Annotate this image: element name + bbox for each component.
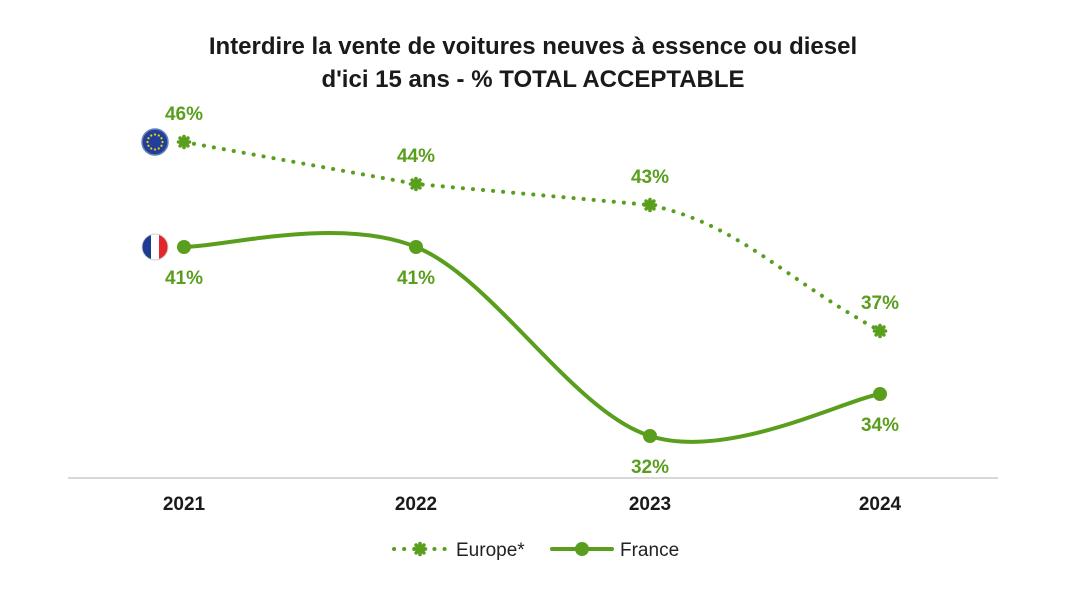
france-flag-icon xyxy=(141,233,169,261)
data-point-france-2022 xyxy=(409,240,423,254)
data-point-france-2021 xyxy=(177,240,191,254)
data-label-europe-2022: 44% xyxy=(397,146,435,167)
legend: Europe* France xyxy=(392,540,679,561)
eu-flag-icon xyxy=(141,128,169,156)
data-point-europe-2021 xyxy=(176,134,192,150)
data-label-europe-2021: 46% xyxy=(165,104,203,125)
data-point-europe-2024 xyxy=(872,323,888,339)
legend-label-france: France xyxy=(620,540,679,561)
x-tick-label-2022: 2022 xyxy=(395,494,437,515)
legend-item-france: France xyxy=(550,540,679,561)
legend-label-europe: Europe* xyxy=(456,540,525,561)
chart-title: Interdire la vente de voitures neuves à … xyxy=(0,30,1066,96)
data-label-france-2022: 41% xyxy=(397,268,435,289)
legend-item-europe: Europe* xyxy=(392,540,525,561)
flags-layer xyxy=(141,128,169,261)
x-tick-label-2023: 2023 xyxy=(629,494,671,515)
legend-marker-france xyxy=(575,542,589,556)
data-label-france-2023: 32% xyxy=(631,457,669,478)
data-label-europe-2024: 37% xyxy=(861,293,899,314)
series-line-europe xyxy=(182,140,882,333)
series-line-france xyxy=(182,231,882,444)
data-point-france-2024 xyxy=(873,387,887,401)
data-point-europe-2022 xyxy=(408,176,424,192)
data-point-europe-2023 xyxy=(642,197,658,213)
x-tick-label-2021: 2021 xyxy=(163,494,206,515)
legend-marker-europe xyxy=(412,541,428,557)
data-label-france-2024: 34% xyxy=(861,415,899,436)
data-label-france-2021: 41% xyxy=(165,268,203,289)
series-layer: 46% 44% 43% 37% 41% 41% 32% 34% xyxy=(165,104,899,478)
chart-title-line-1: Interdire la vente de voitures neuves à … xyxy=(208,33,858,60)
data-point-france-2023 xyxy=(643,429,657,443)
chart-title-line-2: d'ici 15 ans - % TOTAL ACCEPTABLE xyxy=(321,66,745,93)
data-label-europe-2023: 43% xyxy=(631,167,669,188)
x-tick-label-2024: 2024 xyxy=(859,494,902,515)
x-axis-ticks: 2021 2022 2023 2024 xyxy=(163,494,902,515)
